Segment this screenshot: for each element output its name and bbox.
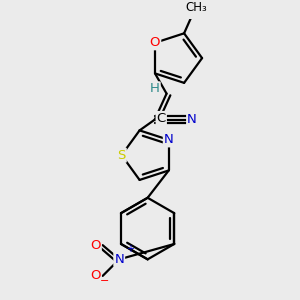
Text: C: C: [157, 112, 166, 125]
Text: CH₃: CH₃: [185, 1, 207, 14]
Text: O: O: [90, 238, 101, 252]
Text: S: S: [117, 149, 126, 162]
Text: O: O: [150, 36, 160, 49]
Text: +: +: [126, 244, 134, 254]
Text: H: H: [150, 82, 160, 95]
Text: N: N: [164, 134, 174, 146]
Text: N: N: [187, 113, 197, 126]
Text: O: O: [90, 269, 101, 282]
Text: −: −: [100, 276, 110, 286]
Text: N: N: [114, 253, 124, 266]
